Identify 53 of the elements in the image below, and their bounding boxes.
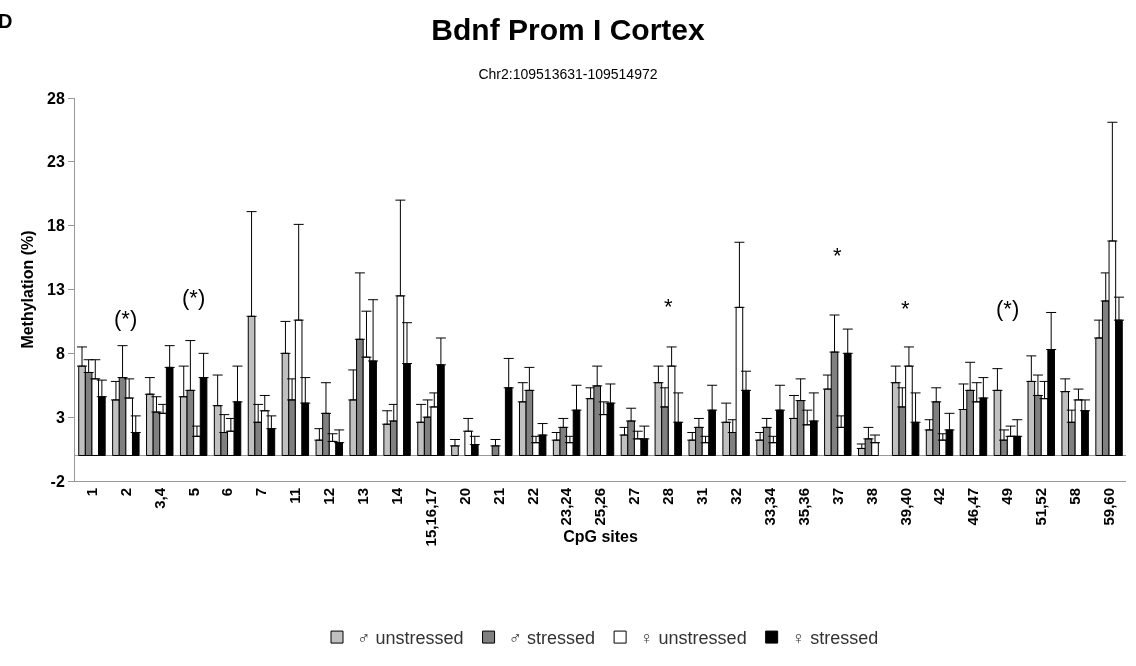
y-tick-label: 13 bbox=[47, 281, 65, 299]
x-tick-label: 6 bbox=[218, 488, 236, 497]
y-tick-label: 8 bbox=[55, 344, 65, 362]
legend-label: ♂ unstressed bbox=[357, 628, 464, 649]
annotation: * bbox=[833, 243, 842, 268]
legend-label: ♀ stressed bbox=[791, 628, 879, 649]
annotation: * bbox=[664, 294, 673, 319]
x-tick-label: 23,24 bbox=[557, 487, 575, 526]
x-tick-label: 3,4 bbox=[150, 487, 168, 509]
x-tick-label: 28 bbox=[659, 488, 677, 505]
x-tick-label: 38 bbox=[862, 488, 880, 505]
x-tick-label: 11 bbox=[286, 488, 304, 504]
x-tick-label: 49 bbox=[998, 488, 1016, 505]
x-tick-label: 27 bbox=[625, 488, 643, 505]
x-tick-label: 12 bbox=[320, 488, 338, 505]
x-tick-label: 2 bbox=[116, 488, 134, 497]
y-tick-label: 18 bbox=[47, 217, 65, 235]
x-tick-label: 42 bbox=[930, 488, 948, 505]
x-tick-label: 15,16,17 bbox=[421, 488, 439, 547]
chart-title: Bdnf Prom I Cortex bbox=[431, 12, 705, 46]
x-tick-label: 31 bbox=[693, 488, 711, 505]
x-tick-label: 22 bbox=[523, 488, 541, 505]
x-tick-label: 21 bbox=[489, 488, 507, 505]
x-tick-label: 5 bbox=[184, 488, 202, 497]
x-tick-label: 25,26 bbox=[591, 488, 609, 526]
x-tick-label: 20 bbox=[455, 488, 473, 505]
x-tick-label: 39,40 bbox=[896, 488, 914, 526]
x-tick-label: 58 bbox=[1066, 488, 1084, 505]
x-tick-label: 51,52 bbox=[1032, 488, 1050, 526]
legend-label: ♀ unstressed bbox=[640, 628, 747, 649]
x-tick-label: 14 bbox=[387, 487, 405, 505]
x-tick-label: 46,47 bbox=[964, 488, 982, 526]
x-tick-label: 33,34 bbox=[760, 487, 778, 526]
x-tick-label: 59,60 bbox=[1099, 488, 1117, 526]
x-tick-label: 37 bbox=[828, 488, 846, 505]
y-tick-label: 28 bbox=[47, 89, 65, 107]
x-tick-label: 1 bbox=[82, 488, 100, 497]
text: D bbox=[0, 10, 13, 32]
annotation: (*) bbox=[114, 306, 138, 331]
y-tick-label: -2 bbox=[50, 472, 65, 490]
x-axis-title: CpG sites bbox=[563, 527, 638, 545]
annotation: (*) bbox=[996, 296, 1020, 321]
y-tick-label: 23 bbox=[47, 153, 65, 171]
x-tick-label: 35,36 bbox=[794, 488, 812, 526]
annotation: * bbox=[901, 296, 910, 321]
y-axis-title: Methylation (%) bbox=[19, 230, 36, 349]
x-tick-label: 7 bbox=[252, 488, 270, 497]
annotation: (*) bbox=[182, 285, 206, 310]
x-tick-label: 32 bbox=[726, 488, 744, 505]
legend-label: ♂ stressed bbox=[508, 628, 596, 649]
x-tick-label: 13 bbox=[354, 488, 372, 505]
chart-subtitle: Chr2:109513631-109514972 bbox=[478, 65, 658, 82]
y-tick-label: 3 bbox=[55, 408, 65, 426]
